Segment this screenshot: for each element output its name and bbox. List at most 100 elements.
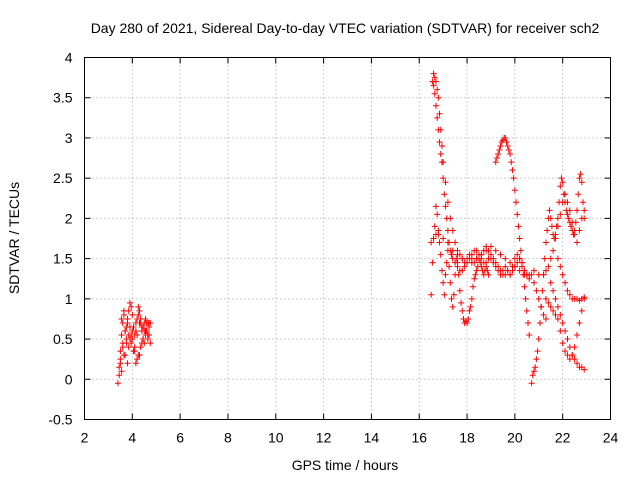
data-point <box>554 303 561 310</box>
data-point <box>532 364 539 371</box>
data-point <box>562 279 569 286</box>
data-point <box>516 235 523 242</box>
data-point <box>442 203 449 210</box>
data-point <box>492 159 499 166</box>
data-point <box>507 151 514 158</box>
data-point <box>128 340 135 347</box>
data-point <box>574 332 581 339</box>
data-point <box>455 271 462 278</box>
data-point <box>140 336 147 343</box>
x-tick-labels: 2 4 6 8 10 12 14 16 18 20 22 24 <box>81 430 619 446</box>
x-tick-label: 20 <box>507 430 523 446</box>
data-point <box>440 175 447 182</box>
data-point <box>536 319 543 326</box>
data-point <box>523 307 530 314</box>
data-point <box>557 263 564 270</box>
data-point <box>443 215 450 222</box>
data-point <box>552 295 559 302</box>
data-point <box>559 271 566 278</box>
data-point <box>441 291 448 298</box>
data-point <box>564 287 571 294</box>
data-point <box>533 287 540 294</box>
data-point <box>468 295 475 302</box>
data-point <box>526 332 533 339</box>
data-point <box>497 142 504 149</box>
x-tick-label: 16 <box>411 430 427 446</box>
data-point <box>564 211 571 218</box>
data-point <box>577 171 584 178</box>
data-point <box>454 251 461 258</box>
y-tick-label: 3.5 <box>53 90 73 106</box>
data-point <box>470 283 477 290</box>
data-point <box>493 155 500 162</box>
data-point <box>130 323 137 330</box>
data-point <box>114 380 121 387</box>
data-point <box>578 179 585 186</box>
data-point <box>541 255 548 262</box>
data-point <box>437 151 444 158</box>
data-point <box>496 147 503 154</box>
data-point <box>554 315 561 322</box>
data-point <box>473 255 480 262</box>
data-point <box>574 239 581 246</box>
data-point <box>495 263 502 270</box>
data-point <box>438 267 445 274</box>
data-point <box>507 259 514 266</box>
x-tick-label: 14 <box>364 430 380 446</box>
x-tick-label: 22 <box>555 430 571 446</box>
data-point <box>478 251 485 258</box>
data-point <box>581 207 588 214</box>
data-point <box>118 332 125 339</box>
data-point <box>566 207 573 214</box>
data-point <box>442 179 449 186</box>
data-point <box>511 187 518 194</box>
data-point <box>459 267 466 274</box>
data-point <box>568 223 575 230</box>
x-tick-label: 8 <box>224 430 232 446</box>
data-point <box>550 307 557 314</box>
data-point <box>483 247 490 254</box>
data-point <box>513 199 520 206</box>
data-point <box>546 207 553 214</box>
data-point <box>533 356 540 363</box>
data-point <box>511 263 518 270</box>
data-point <box>431 74 438 81</box>
chart-title: Day 280 of 2021, Sidereal Day-to-day VTE… <box>91 20 600 36</box>
data-point <box>466 307 473 314</box>
data-point <box>578 307 585 314</box>
data-point <box>452 239 459 246</box>
data-point <box>135 311 142 318</box>
data-point <box>542 239 549 246</box>
data-point <box>438 142 445 149</box>
plot-frame <box>84 57 611 420</box>
data-point <box>466 255 473 262</box>
y-tick-labels: -0.5 0 0.5 1 1.5 2 2.5 3 3.5 4 <box>48 50 72 428</box>
data-point <box>465 315 472 322</box>
data-point <box>535 336 542 343</box>
data-point <box>431 223 438 230</box>
data-point <box>569 352 576 359</box>
data-point <box>440 235 447 242</box>
data-point <box>529 372 536 379</box>
data-point <box>547 215 554 222</box>
data-point <box>497 251 504 258</box>
data-point <box>436 239 443 246</box>
data-point <box>472 271 479 278</box>
data-point <box>118 315 125 322</box>
data-point <box>581 366 588 373</box>
data-point <box>435 231 442 238</box>
data-point <box>442 271 449 278</box>
data-point <box>430 70 437 77</box>
data-point <box>449 303 456 310</box>
data-point <box>576 319 583 326</box>
data-point <box>545 299 552 306</box>
data-point <box>519 259 526 266</box>
data-point <box>559 179 566 186</box>
data-point <box>578 215 585 222</box>
data-point <box>436 110 443 117</box>
y-tick-label: 0 <box>65 371 73 387</box>
data-point <box>136 319 143 326</box>
data-point <box>450 291 457 298</box>
data-point <box>136 307 143 314</box>
data-point <box>510 175 517 182</box>
